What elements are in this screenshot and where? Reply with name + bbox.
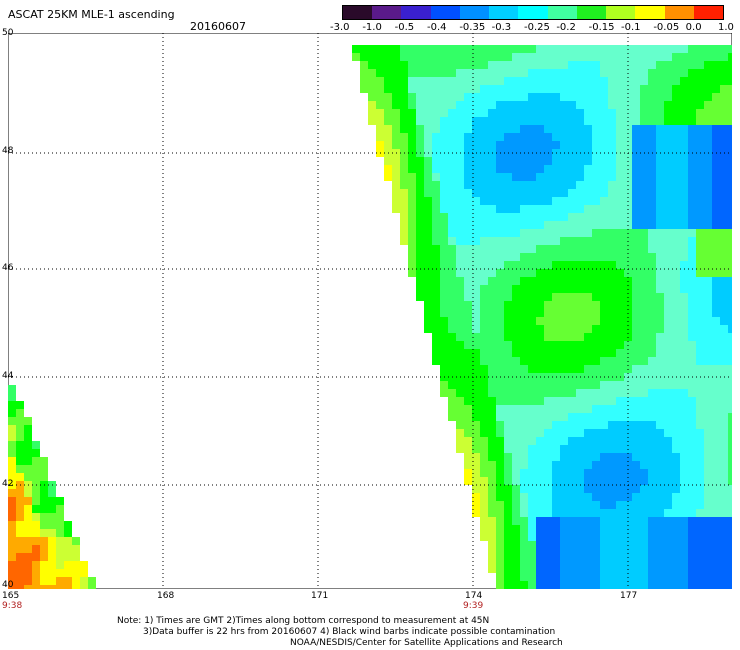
lat-label-46: 46 bbox=[2, 263, 14, 273]
note-line-1: Note: 1) Times are GMT 2)Times along bot… bbox=[117, 616, 490, 626]
lon-label-168: 168 bbox=[157, 591, 175, 601]
product-date: 20160607 bbox=[190, 20, 246, 33]
color-scale-label: -0.25 bbox=[524, 22, 550, 33]
color-scale-segment bbox=[518, 6, 548, 19]
color-scale-label: -0.4 bbox=[427, 22, 447, 33]
time-label-east: 9:39 bbox=[463, 601, 484, 611]
swath-map bbox=[8, 33, 732, 589]
color-scale-segment bbox=[430, 6, 460, 19]
note-line-2: 3)Data buffer is 22 hrs from 20160607 4)… bbox=[143, 627, 556, 637]
color-scale-label: -0.05 bbox=[653, 22, 680, 33]
color-scale-segment bbox=[372, 6, 402, 19]
color-scale-segment bbox=[635, 6, 665, 19]
color-scale-segment bbox=[459, 6, 490, 19]
note-line-3: NOAA/NESDIS/Center for Satellite Applica… bbox=[290, 638, 563, 648]
color-scale-segment bbox=[576, 6, 607, 19]
color-scale-label: -0.1 bbox=[621, 22, 641, 33]
product-title: ASCAT 25KM MLE-1 ascending bbox=[8, 8, 175, 21]
lat-label-44: 44 bbox=[2, 371, 14, 381]
lat-label-48: 48 bbox=[2, 146, 14, 156]
color-scale-segment bbox=[664, 6, 694, 19]
color-scale-segment bbox=[401, 6, 431, 19]
swath-east-data bbox=[352, 45, 732, 589]
lat-label-40: 40 bbox=[2, 580, 14, 590]
color-scale-bar bbox=[342, 5, 724, 20]
lat-lon-gridlines bbox=[8, 33, 732, 589]
color-scale-label: -0.3 bbox=[491, 22, 512, 33]
color-scale-segment bbox=[343, 6, 373, 19]
lon-label-177: 177 bbox=[620, 591, 638, 601]
swath-west-data bbox=[8, 385, 96, 589]
color-scale-label: -0.35 bbox=[459, 22, 486, 33]
color-scale-segment bbox=[489, 6, 519, 19]
color-scale-label: -0.2 bbox=[556, 22, 576, 33]
color-scale-label: -0.5 bbox=[394, 22, 415, 33]
lon-label-174: 174 bbox=[465, 591, 483, 601]
lat-label-42: 42 bbox=[2, 479, 14, 489]
color-scale-labels: -3.0 -1.0 -0.5 -0.4 -0.35 -0.3 -0.25 -0.2 -0.15-… bbox=[330, 22, 734, 36]
lon-label-171: 171 bbox=[311, 591, 329, 601]
lon-label-165: 165 bbox=[2, 591, 20, 601]
color-scale-label: 1.0 bbox=[718, 22, 734, 33]
color-scale-segment bbox=[693, 6, 724, 19]
lat-label-50: 50 bbox=[2, 28, 14, 38]
color-scale-label: -1.0 bbox=[362, 22, 382, 33]
color-scale-segment bbox=[547, 6, 577, 19]
color-scale-label: 0.0 bbox=[685, 22, 702, 33]
color-scale-label: -0.15 bbox=[588, 22, 615, 33]
color-scale-label: -3.0 bbox=[330, 22, 350, 33]
color-scale-segment bbox=[606, 6, 636, 19]
time-label-west: 9:38 bbox=[2, 601, 23, 611]
